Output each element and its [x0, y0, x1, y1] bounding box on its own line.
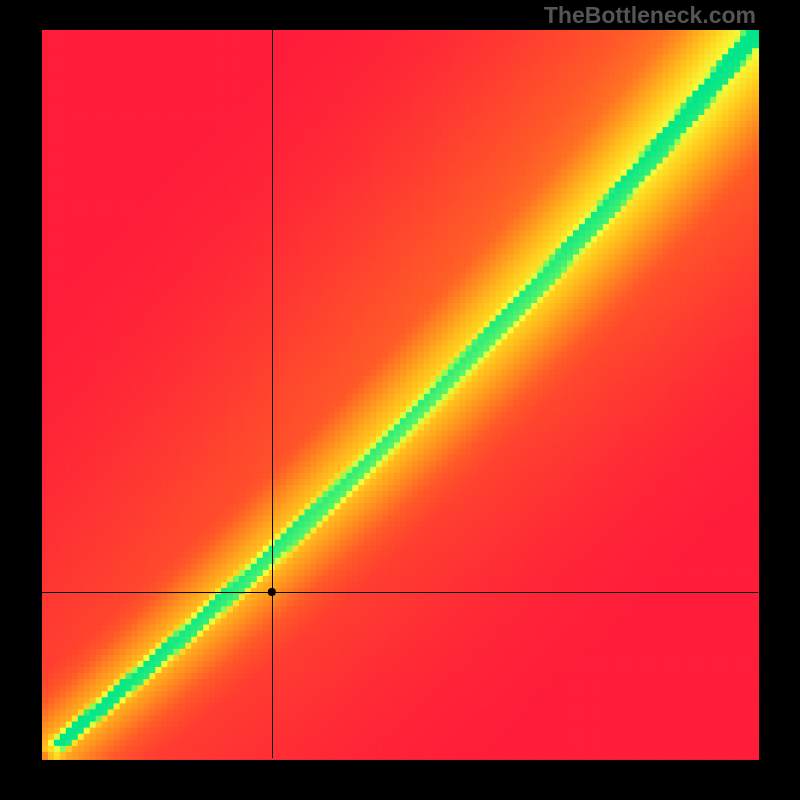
chart-container: TheBottleneck.com: [0, 0, 800, 800]
bottleneck-heatmap-canvas: [0, 0, 800, 800]
watermark-text: TheBottleneck.com: [544, 2, 756, 29]
